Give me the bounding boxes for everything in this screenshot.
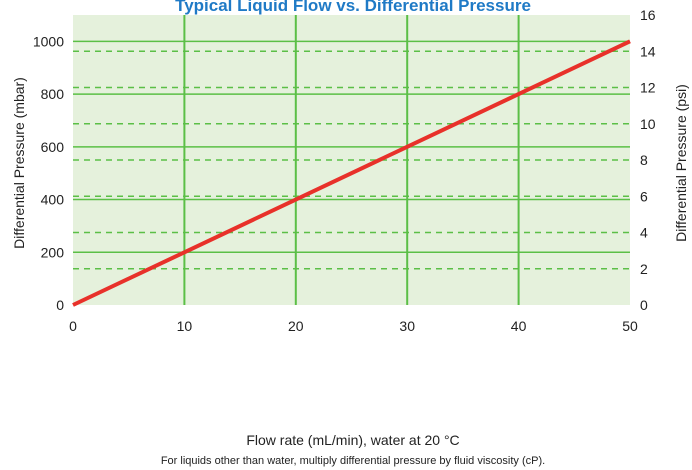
- series-group: [72, 39, 631, 307]
- x-tick-label-1: 10: [177, 318, 193, 334]
- x-tick-label-2: 20: [288, 318, 304, 334]
- y-axis-label: Differential Pressure (mbar): [11, 77, 27, 249]
- viscosity-note: For liquids other than water, multiply d…: [161, 455, 545, 467]
- y-tick-label-1: 200: [41, 244, 65, 260]
- grid-horizontal: [73, 40, 630, 254]
- series-line-0: [72, 39, 631, 307]
- chart-title: Typical Liquid Flow vs. Differential Pre…: [175, 0, 531, 15]
- y2-tick-label-8: 16: [640, 7, 656, 23]
- y-tick-label-5: 1000: [33, 33, 64, 49]
- x-axis-label: Flow rate (mL/min), water at 20 °C: [246, 432, 459, 448]
- y2-axis-label: Differential Pressure (psi): [673, 84, 689, 242]
- y-tick-label-4: 800: [41, 86, 65, 102]
- x-tick-label-5: 50: [622, 318, 638, 334]
- x-tick-label-3: 30: [399, 318, 415, 334]
- grid-vertical: [183, 15, 520, 305]
- y2-axis-ticks: 0 2 4 6 8 10 12 14 16: [640, 7, 656, 313]
- y2-tick-label-2: 4: [640, 225, 648, 241]
- y2-tick-label-3: 6: [640, 188, 648, 204]
- y2-tick-label-6: 12: [640, 80, 656, 96]
- y2-tick-label-4: 8: [640, 152, 648, 168]
- y2-tick-label-1: 2: [640, 261, 648, 277]
- x-tick-label-4: 40: [511, 318, 527, 334]
- y2-tick-label-7: 14: [640, 43, 656, 59]
- y-tick-label-0: 0: [56, 297, 64, 313]
- y2-tick-label-5: 10: [640, 116, 656, 132]
- y-tick-label-2: 400: [41, 192, 65, 208]
- x-tick-label-0: 0: [69, 318, 77, 334]
- x-axis-ticks: 0 10 20 30 40 50: [69, 318, 638, 334]
- y-axis-ticks: 0 200 400 600 800 1000: [33, 33, 64, 313]
- y2-tick-label-0: 0: [640, 297, 648, 313]
- y-tick-label-3: 600: [41, 139, 65, 155]
